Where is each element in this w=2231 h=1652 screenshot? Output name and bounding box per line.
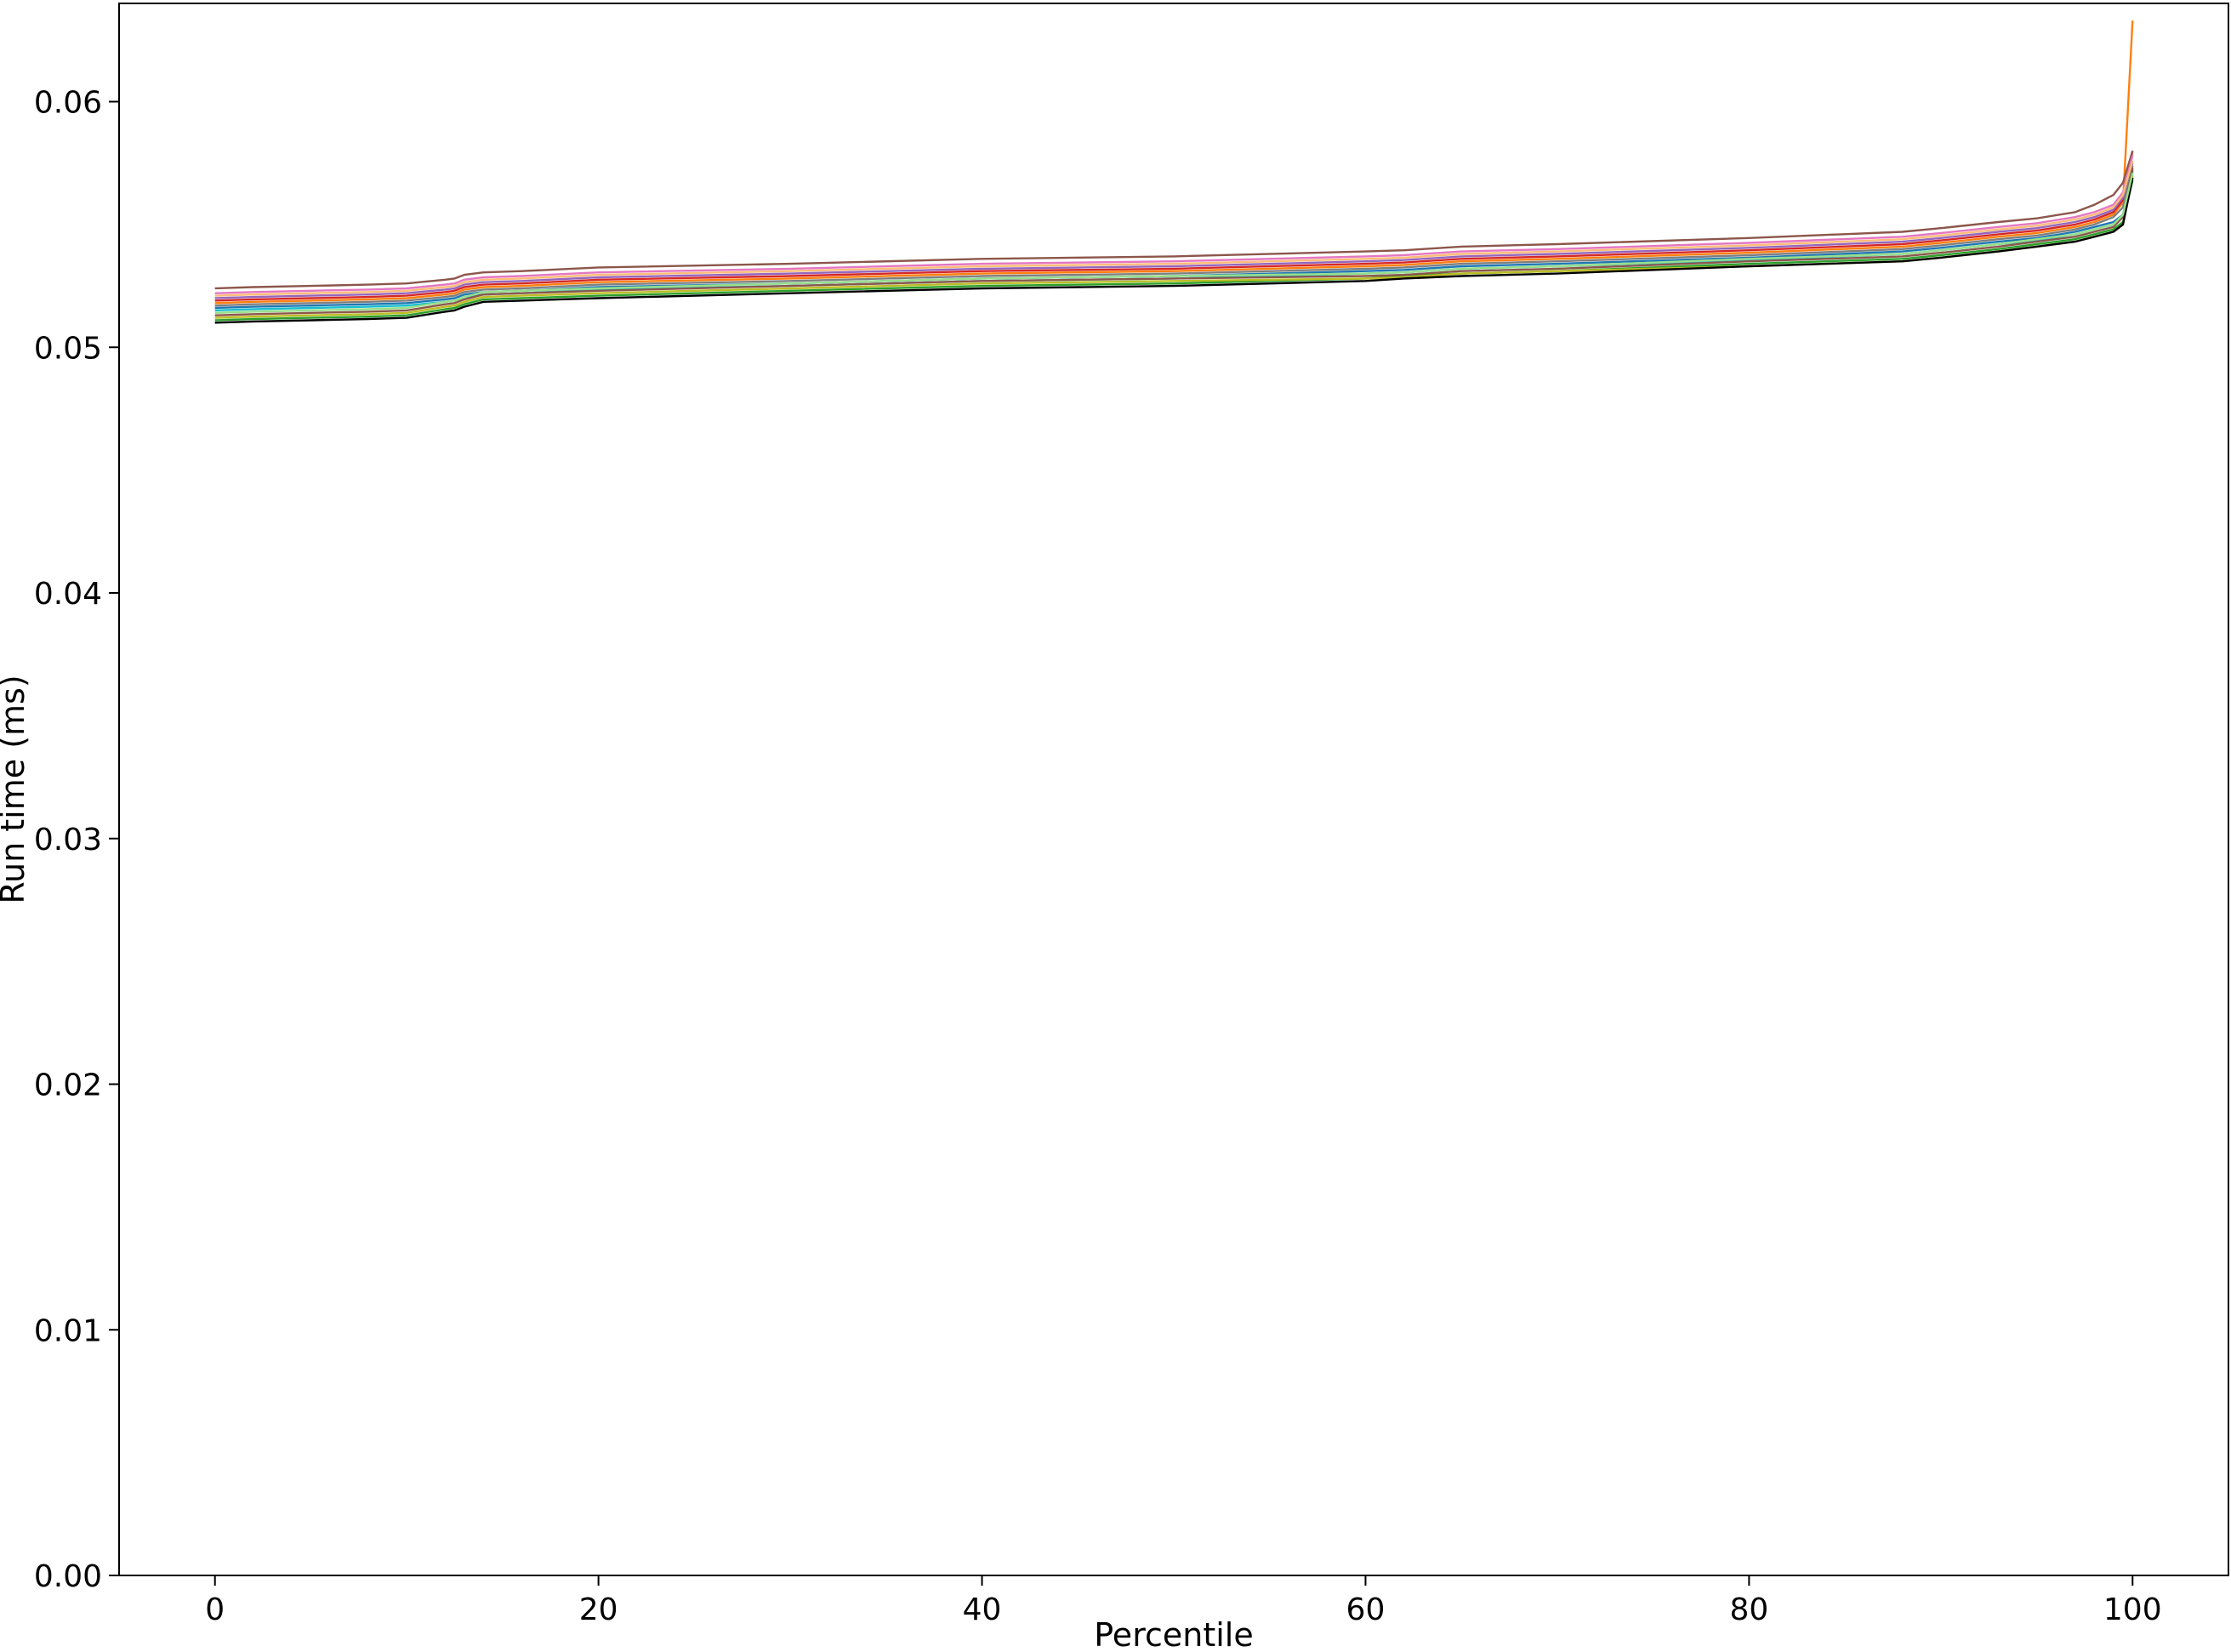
x-tick-label: 0 [205,1592,225,1627]
series-line-3 [214,179,2134,322]
series-line-1 [214,170,2134,310]
x-tick-label: 20 [579,1592,618,1627]
y-tick-label: 0.01 [34,1313,102,1348]
series-line-4 [214,151,2134,302]
y-tick-label: 0.04 [34,577,102,612]
y-tick-label: 0.06 [34,86,102,121]
x-axis-label: Percentile [1094,1616,1253,1652]
x-tick-label: 80 [1729,1592,1768,1627]
y-tick-label: 0.02 [34,1068,102,1103]
series-line-5 [214,162,2134,299]
series-line-2 [214,20,2134,305]
plot-area-frame [118,3,2229,1576]
series-line-14 [214,172,2134,314]
x-tick-label: 60 [1346,1592,1386,1627]
y-axis-label: Run time (ms) [0,675,31,903]
series-line-13 [214,160,2134,297]
series-lines [214,20,2134,324]
series-line-12 [214,177,2134,324]
x-axis: 0 20 40 60 80 100 [205,1575,2162,1627]
y-tick-label: 0.00 [34,1559,102,1594]
y-tick-label: 0.03 [34,823,102,857]
x-tick-label: 40 [963,1592,1002,1627]
series-line-6 [214,150,2134,290]
series-line-11 [214,168,2134,316]
x-tick-label: 100 [2103,1592,2162,1627]
series-line-7 [214,155,2134,294]
y-axis: 0.00 0.01 0.02 0.03 0.04 0.05 0.06 [34,86,119,1594]
y-tick-label: 0.05 [34,331,102,366]
series-line-8 [214,165,2134,307]
